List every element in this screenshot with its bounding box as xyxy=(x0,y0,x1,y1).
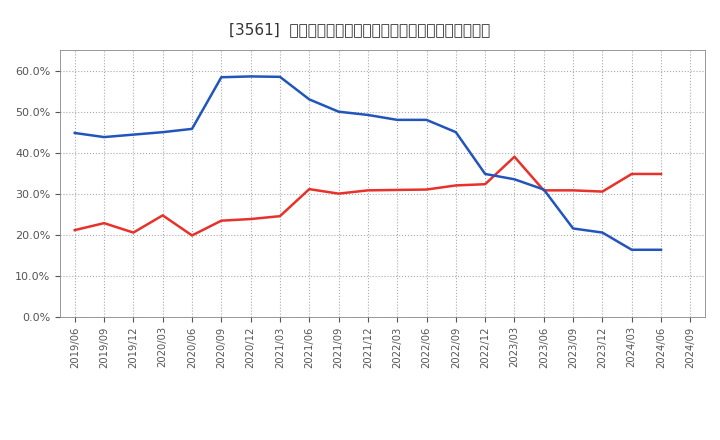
現顔金 xyxy=(657,171,665,176)
現顔金 xyxy=(100,220,109,226)
現顔金 xyxy=(422,187,431,192)
現顔金 xyxy=(158,213,167,218)
有利子負債 xyxy=(158,129,167,135)
現顔金 xyxy=(188,233,197,238)
有利子負債 xyxy=(627,247,636,253)
有利子負債 xyxy=(422,117,431,122)
現顔金 xyxy=(598,189,607,194)
現顔金 xyxy=(451,183,460,188)
有利子負債 xyxy=(451,129,460,135)
現顔金 xyxy=(129,230,138,235)
Legend: 現顔金, 有利子負債: 現顔金, 有利子負債 xyxy=(291,435,474,440)
現顔金 xyxy=(71,227,79,233)
現顔金 xyxy=(246,216,255,222)
現顔金 xyxy=(481,182,490,187)
現顔金 xyxy=(627,171,636,176)
有利子負債 xyxy=(393,117,402,122)
Line: 有利子負債: 有利子負債 xyxy=(75,77,661,250)
現顔金 xyxy=(334,191,343,196)
現顔金 xyxy=(393,187,402,193)
有利子負債 xyxy=(100,135,109,140)
現顔金 xyxy=(539,188,548,193)
有利子負債 xyxy=(657,247,665,253)
Line: 現顔金: 現顔金 xyxy=(75,157,661,235)
現顔金 xyxy=(569,188,577,193)
有利子負債 xyxy=(598,230,607,235)
現顔金 xyxy=(276,213,284,219)
有利子負債 xyxy=(481,171,490,176)
有利子負債 xyxy=(334,109,343,114)
有利子負債 xyxy=(276,74,284,80)
有利子負債 xyxy=(539,187,548,192)
現顔金 xyxy=(305,187,314,192)
有利子負債 xyxy=(569,226,577,231)
有利子負債 xyxy=(129,132,138,137)
有利子負債 xyxy=(71,130,79,136)
有利子負債 xyxy=(364,112,372,117)
有利子負債 xyxy=(217,75,225,80)
現顔金 xyxy=(364,188,372,193)
現顔金 xyxy=(510,154,519,159)
有利子負債 xyxy=(510,176,519,182)
有利子負債 xyxy=(246,74,255,79)
現顔金 xyxy=(217,218,225,224)
有利子負債 xyxy=(305,97,314,102)
Text: [3561]  現顔金、有利子負債の総資産に対する比率の推移: [3561] 現顔金、有利子負債の総資産に対する比率の推移 xyxy=(230,22,490,37)
有利子負債 xyxy=(188,126,197,132)
